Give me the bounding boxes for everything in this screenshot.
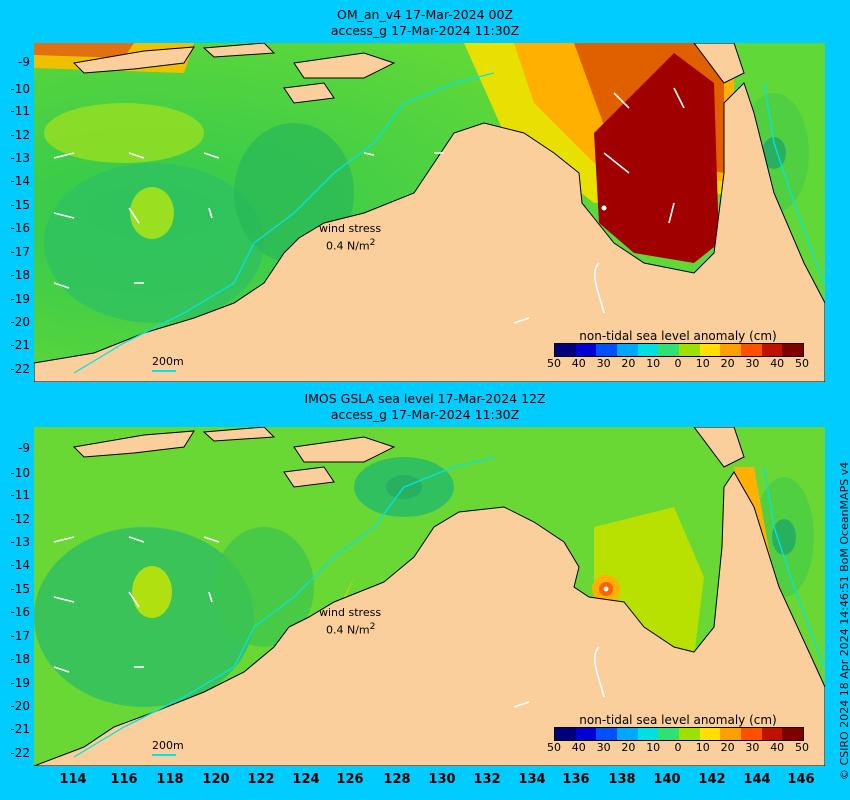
bottom-map-svg [34,427,825,766]
legend-title: non-tidal sea level anomaly (cm) [579,329,777,343]
bottom-legend: non-tidal sea level anomaly (cm) 50 40 30 2… [547,713,809,754]
top-title-line2: access_g 17-Mar-2024 11:30Z [330,23,520,38]
wind-stress-sup: 2 [369,237,376,248]
bottom-wind-stress-key: wind stress 0.4 N/m2 [319,606,382,637]
bottom-map-panel [34,427,825,766]
legend-ticks: 50 40 30 20 10 0 10 20 30 40 50 [547,357,809,370]
wind-stress-value: 0.4 N/m [326,239,370,253]
top-map-svg [34,43,825,382]
wind-stress-label: wind stress [319,222,382,235]
lon-axis: 114 116 118 120 122 124 126 128 130 132 … [59,772,815,787]
isobath-label: 200m [152,355,184,368]
credit-text: © CSIRO 2024 18 Apr 2024 14:46:51 BoM Oc… [838,461,850,780]
top-title-line1: OM_an_v4 17-Mar-2024 00Z [337,7,513,22]
top-legend: non-tidal sea level anomaly (cm) 50 40 30 2… [547,329,809,371]
isobath-line [152,370,176,372]
bottom-title-line1: IMOS GSLA sea level 17-Mar-2024 12Z [304,391,546,406]
top-isobath-key: 200m [152,355,184,372]
legend-colorbar [554,343,804,357]
top-map-panel [34,43,825,382]
top-wind-stress-key: wind stress 0.4 N/m2 [319,222,381,254]
bottom-title-line2: access_g 17-Mar-2024 11:30Z [330,407,520,422]
bottom-isobath-key: 200m [152,739,184,756]
